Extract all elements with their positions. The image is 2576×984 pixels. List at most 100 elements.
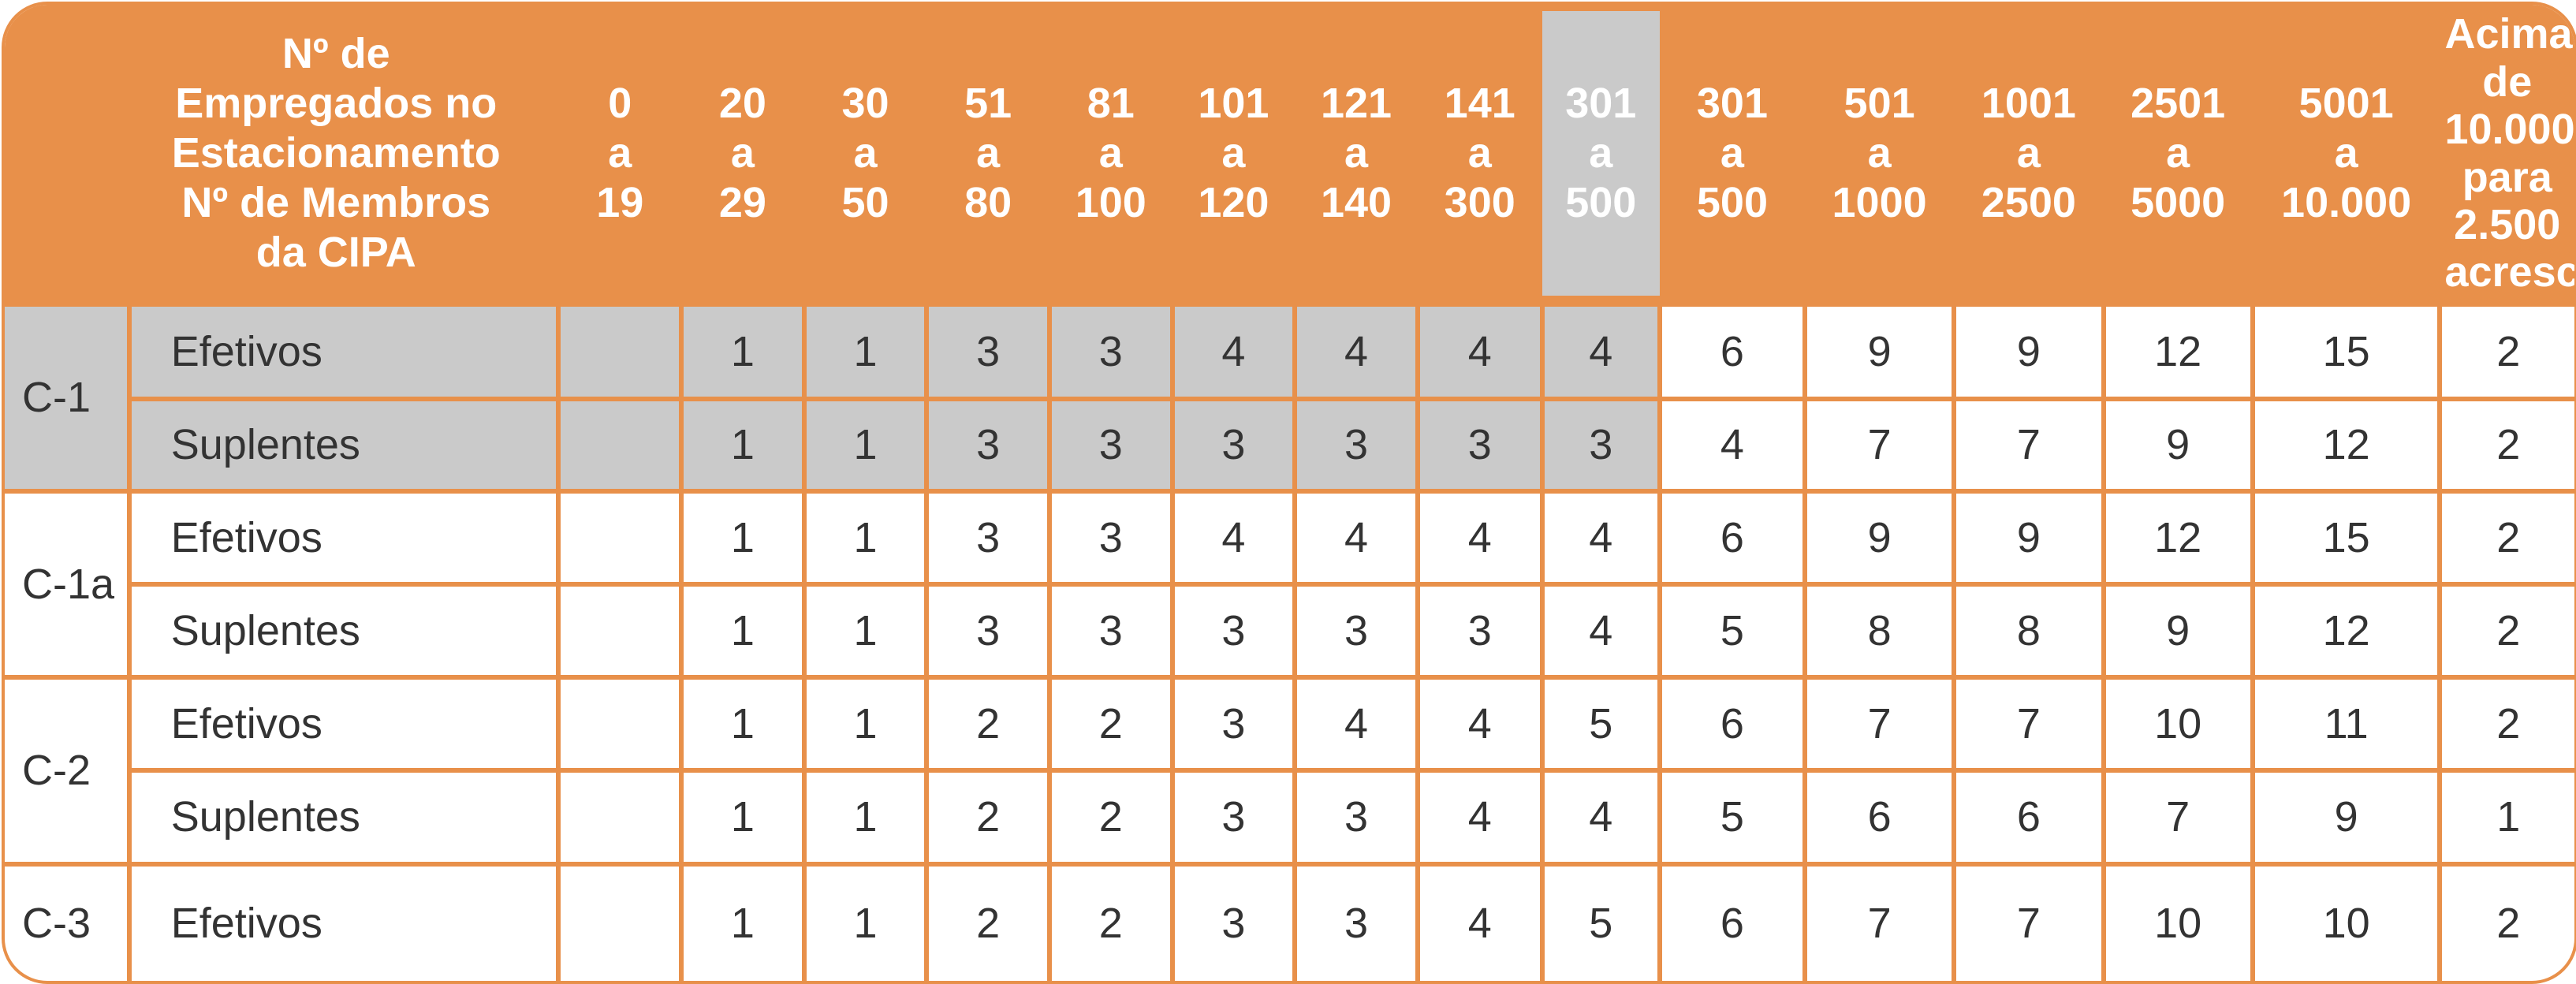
member-count-cell: 4 xyxy=(1539,581,1662,680)
member-count-cell: 1 xyxy=(679,861,807,981)
member-count-cell xyxy=(556,768,684,867)
member-count-cell: 7 xyxy=(1802,861,1957,981)
header-range-12: 2501 a 5000 xyxy=(2103,5,2253,304)
member-count-cell: 15 xyxy=(2250,488,2443,587)
member-count-cell: 9 xyxy=(1952,301,2106,402)
member-count-cell: 5 xyxy=(1539,675,1662,773)
table-row: C-2 Efetivos 1 1 2 2 3 4 4 5 6 7 7 10 11 2 xyxy=(5,675,2574,867)
member-count-cell: 12 xyxy=(2250,397,2443,494)
header-range-5: 101 a 120 xyxy=(1172,5,1295,304)
member-count-cell: 4 xyxy=(1292,675,1420,773)
member-count-cell: 3 xyxy=(1292,768,1420,867)
group-label: C-1 xyxy=(5,302,132,494)
member-count-cell: 1 xyxy=(801,397,930,494)
member-count-cell: 4 xyxy=(1169,488,1298,587)
member-count-cell: 2 xyxy=(924,861,1052,981)
header-range-13: 5001 a 10.000 xyxy=(2252,5,2440,304)
header-range-0: 0 a 19 xyxy=(558,5,682,304)
member-count-cell: 4 xyxy=(1292,488,1420,587)
table-row: C-3 Efetivos 1 1 2 2 3 3 4 5 6 7 7 10 10 2 xyxy=(5,861,2574,981)
table-row: Suplentes 1 1 3 3 3 3 3 3 4 7 7 9 12 2 xyxy=(5,397,2574,494)
member-count-cell: 3 xyxy=(1292,397,1420,494)
member-count-cell: 2 xyxy=(2437,861,2574,981)
member-count-cell: 4 xyxy=(1539,301,1662,402)
member-count-cell: 1 xyxy=(679,488,807,587)
member-count-cell: 7 xyxy=(2101,768,2255,867)
member-type-label: Suplentes xyxy=(129,768,561,867)
member-count-cell xyxy=(556,581,684,680)
member-count-cell: 4 xyxy=(1415,488,1545,587)
member-count-cell: 2 xyxy=(924,675,1052,773)
member-type-label: Efetivos xyxy=(126,675,561,773)
member-count-cell: 4 xyxy=(1657,397,1807,494)
member-count-cell: 1 xyxy=(679,397,807,494)
member-count-cell xyxy=(556,301,684,402)
member-count-cell: 10 xyxy=(2101,861,2255,981)
member-count-cell: 6 xyxy=(1657,861,1807,981)
header-range-1: 20 a 29 xyxy=(681,5,804,304)
member-count-cell: 3 xyxy=(1539,397,1662,494)
member-count-cell: 3 xyxy=(1169,675,1298,773)
member-count-cell: 4 xyxy=(1415,301,1545,402)
member-type-label: Efetivos xyxy=(126,861,561,981)
member-count-cell: 2 xyxy=(1046,768,1175,867)
member-count-cell: 4 xyxy=(1539,768,1662,867)
member-count-cell xyxy=(556,397,684,494)
member-count-cell: 5 xyxy=(1657,768,1807,867)
member-type-label: Efetivos xyxy=(126,488,561,587)
member-count-cell xyxy=(556,861,684,981)
member-count-cell: 9 xyxy=(1802,488,1957,587)
member-count-cell: 15 xyxy=(2250,301,2443,402)
member-count-cell: 3 xyxy=(1169,768,1298,867)
member-count-cell: 3 xyxy=(924,488,1052,587)
cipa-sizing-table: Nº de Empregados no Estacionamento Nº de… xyxy=(5,5,2574,981)
member-count-cell: 3 xyxy=(1169,397,1298,494)
member-count-cell: 6 xyxy=(1952,768,2106,867)
member-count-cell: 6 xyxy=(1802,768,1957,867)
member-count-cell: 3 xyxy=(1046,301,1175,402)
member-count-cell: 8 xyxy=(1952,581,2106,680)
member-count-cell: 2 xyxy=(2437,301,2574,402)
header-range-4: 81 a 100 xyxy=(1049,5,1172,304)
header-row: Nº de Empregados no Estacionamento Nº de… xyxy=(5,5,2574,304)
member-count-cell: 7 xyxy=(1802,675,1957,773)
member-count-cell: 2 xyxy=(1046,675,1175,773)
group-label: C-2 xyxy=(5,675,132,867)
header-range-6: 121 a 140 xyxy=(1295,5,1418,304)
header-range-7: 141 a 300 xyxy=(1417,5,1542,304)
header-range-2: 30 a 50 xyxy=(803,5,927,304)
member-count-cell: 1 xyxy=(2437,768,2574,867)
member-count-cell: 3 xyxy=(1292,861,1420,981)
member-count-cell: 2 xyxy=(2437,488,2574,587)
member-count-cell: 3 xyxy=(924,301,1052,402)
member-count-cell: 1 xyxy=(679,581,807,680)
member-count-cell: 7 xyxy=(1802,397,1957,494)
member-count-cell: 7 xyxy=(1952,397,2106,494)
group-label: C-1a xyxy=(5,488,132,680)
member-count-cell: 4 xyxy=(1292,301,1420,402)
member-count-cell: 6 xyxy=(1657,301,1807,402)
table-body: C-1 Efetivos 1 1 3 3 4 4 4 4 6 9 9 12 15 2 Suplentes 1 1 3 3… xyxy=(5,301,2574,981)
member-count-cell: 3 xyxy=(1046,488,1175,587)
member-count-cell: 4 xyxy=(1539,488,1662,587)
member-count-cell: 12 xyxy=(2250,581,2443,680)
member-count-cell: 1 xyxy=(801,301,930,402)
member-count-cell: 4 xyxy=(1415,768,1545,867)
member-count-cell: 10 xyxy=(2101,675,2255,773)
member-count-cell: 3 xyxy=(924,397,1052,494)
member-count-cell: 2 xyxy=(2437,581,2574,680)
member-count-cell: 3 xyxy=(924,581,1052,680)
header-range-8-highlighted: 301 a 500 xyxy=(1541,5,1660,304)
member-count-cell: 7 xyxy=(1952,675,2106,773)
member-count-cell: 9 xyxy=(2101,581,2255,680)
member-count-cell: 4 xyxy=(1415,675,1545,773)
member-count-cell: 2 xyxy=(2437,675,2574,773)
member-count-cell: 3 xyxy=(1046,581,1175,680)
member-count-cell: 1 xyxy=(679,301,807,402)
member-count-cell: 1 xyxy=(679,675,807,773)
member-count-cell: 1 xyxy=(801,488,930,587)
member-count-cell: 5 xyxy=(1539,861,1662,981)
header-range-9: 301 a 500 xyxy=(1659,5,1805,304)
